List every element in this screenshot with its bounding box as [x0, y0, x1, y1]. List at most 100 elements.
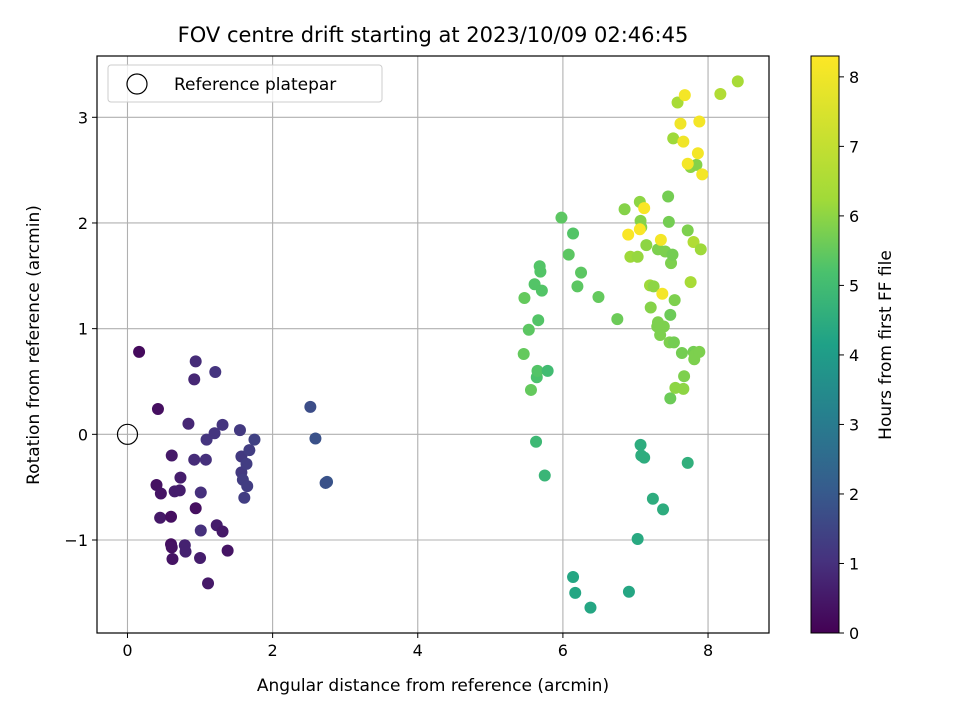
scatter-point	[631, 532, 644, 545]
scatter-point	[664, 392, 677, 405]
scatter-point	[584, 601, 597, 614]
legend-marker-open-circle	[126, 73, 148, 95]
scatter-point	[240, 457, 253, 470]
scatter-point	[569, 586, 582, 599]
scatter-point	[202, 577, 215, 590]
scatter-point	[216, 525, 229, 538]
scatter-point	[524, 383, 537, 396]
colorbar-tick-label: 0	[849, 624, 859, 643]
scatter-point	[165, 510, 178, 523]
scatter-point	[530, 435, 543, 448]
scatter-point	[678, 89, 691, 102]
scatter-point	[534, 265, 547, 278]
scatter-point	[531, 364, 544, 377]
scatter-point	[696, 168, 709, 181]
scatter-point	[678, 370, 691, 383]
scatter-point	[567, 227, 580, 240]
scatter-point	[522, 323, 535, 336]
scatter-point	[562, 248, 575, 261]
scatter-point	[216, 418, 229, 431]
scatter-point	[166, 553, 179, 566]
scatter-point	[189, 355, 202, 368]
scatter-point	[188, 453, 201, 466]
colorbar-tick-label: 8	[849, 68, 859, 87]
colorbar-tick-label: 1	[849, 554, 859, 573]
scatter-point	[690, 158, 703, 171]
scatter-point	[622, 228, 635, 241]
x-axis-ticks: 0 2 4 6 8	[122, 633, 713, 660]
x-tick-label: 0	[122, 641, 132, 660]
scatter-point	[238, 491, 251, 504]
scatter-point	[631, 250, 644, 263]
colorbar-tick-label: 4	[849, 346, 859, 365]
legend: Reference platepar	[107, 64, 383, 103]
x-tick-label: 2	[268, 641, 278, 660]
y-tick-label: −1	[64, 531, 88, 550]
grid-lines	[97, 56, 769, 633]
scatter-point	[646, 492, 659, 505]
scatter-point	[532, 314, 545, 327]
plot-area	[97, 56, 769, 633]
scatter-point	[662, 215, 675, 228]
reference-point	[116, 423, 139, 445]
scatter-point	[656, 287, 669, 300]
scatter-point	[657, 503, 670, 516]
scatter-point	[241, 480, 254, 493]
scatter-point	[664, 308, 677, 321]
scatter-point	[638, 202, 651, 215]
scatter-point	[174, 471, 187, 484]
scatter-point	[667, 336, 680, 349]
scatter-point	[693, 115, 706, 128]
colorbar-label: Hours from first FF file	[876, 250, 896, 440]
scatter-point	[667, 132, 680, 145]
scatter-point	[677, 382, 690, 395]
scatter-point	[638, 451, 651, 464]
colorbar-ticks: 0 1 2 3 4 5 6 7 8	[839, 68, 859, 643]
scatter-point	[611, 313, 624, 326]
scatter-point	[674, 117, 687, 130]
scatter-point	[644, 301, 657, 314]
scatter-point	[575, 266, 588, 279]
scatter-point	[687, 235, 700, 248]
scatter-point	[677, 135, 690, 148]
scatter-point	[199, 453, 212, 466]
scatter-point	[567, 570, 580, 583]
y-tick-label: 2	[78, 214, 88, 233]
scatter-point	[248, 433, 261, 446]
scatter-point	[592, 290, 605, 303]
scatter-point	[194, 486, 207, 499]
scatter-point	[319, 476, 332, 489]
scatter-point	[208, 427, 221, 440]
scatter-point	[133, 345, 146, 358]
x-tick-label: 4	[413, 641, 423, 660]
scatter-point	[654, 233, 667, 246]
plot-frame	[96, 55, 770, 634]
scatter-point	[221, 544, 234, 557]
scatter-point	[634, 438, 647, 451]
scatter-point	[671, 96, 684, 109]
x-tick-label: 8	[703, 641, 713, 660]
scatter-points	[133, 75, 744, 614]
scatter-point	[622, 585, 635, 598]
y-tick-label: 3	[78, 108, 88, 127]
x-axis-label: Angular distance from reference (arcmin)	[257, 676, 609, 696]
scatter-point	[681, 157, 694, 170]
scatter-point	[694, 243, 707, 256]
scatter-point	[304, 400, 317, 413]
colorbar-tick-label: 6	[849, 207, 859, 226]
scatter-point	[571, 280, 584, 293]
scatter-point	[154, 487, 167, 500]
scatter-point	[538, 469, 551, 482]
colorbar-tick-label: 7	[849, 137, 859, 156]
scatter-point	[154, 511, 167, 524]
scatter-point	[535, 284, 548, 297]
legend-label: Reference platepar	[174, 75, 336, 95]
colorbar-tick-label: 5	[849, 276, 859, 295]
scatter-point	[517, 348, 530, 361]
scatter-point	[684, 276, 697, 289]
y-tick-label: 1	[78, 320, 88, 339]
scatter-point	[541, 364, 554, 377]
chart-title: FOV centre drift starting at 2023/10/09 …	[178, 23, 689, 47]
legend-box	[107, 64, 383, 103]
